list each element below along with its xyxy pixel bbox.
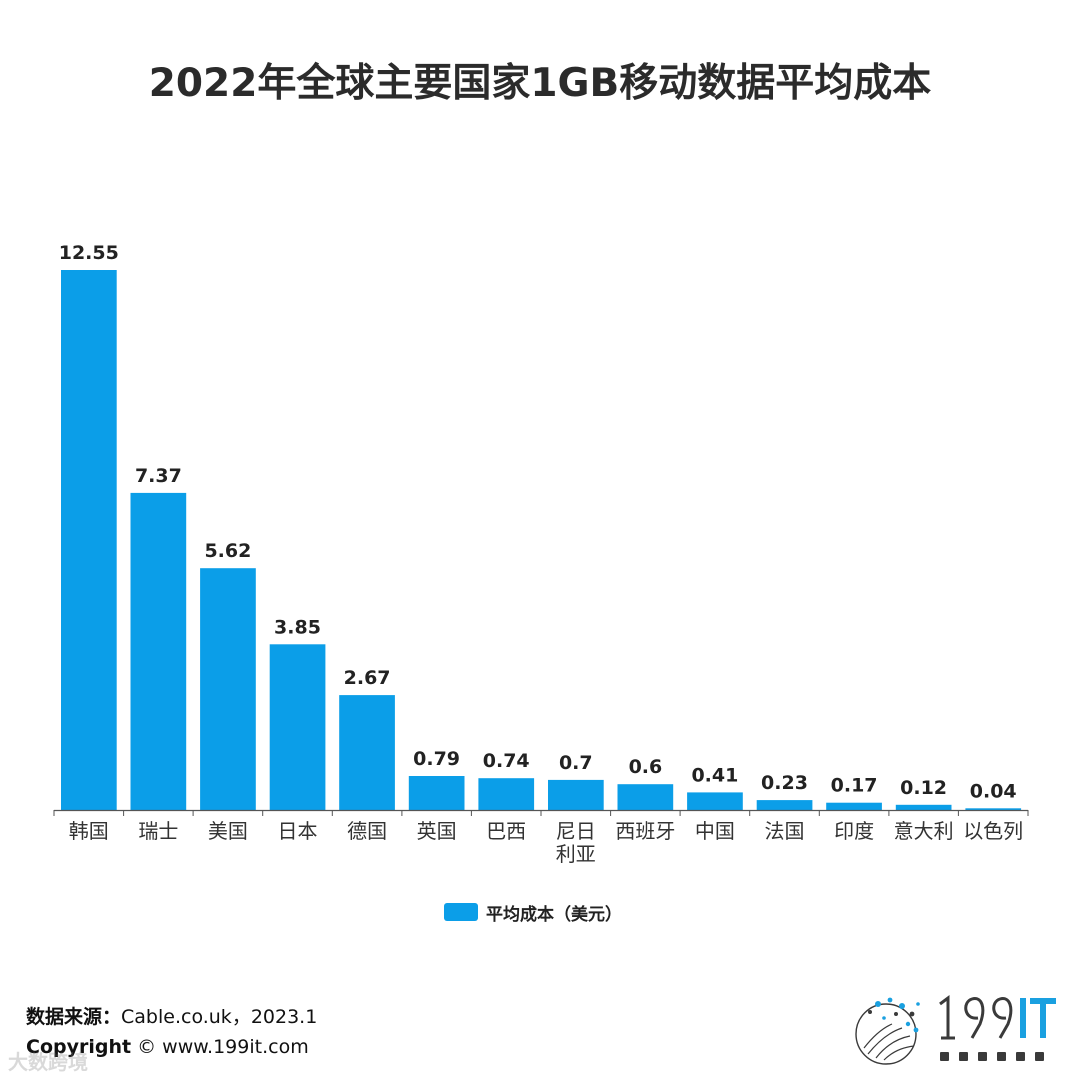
data-label: 0.41 (691, 764, 738, 786)
data-source: 数据来源：Cable.co.uk，2023.1 (26, 1002, 317, 1029)
x-tick-label: 德国 (347, 819, 387, 843)
bar-日本 (269, 644, 326, 810)
x-tick-label: 利亚 (556, 842, 596, 866)
copyright-label: Copyright (26, 1036, 132, 1058)
data-label: 0.17 (831, 775, 878, 797)
data-label: 0.79 (413, 748, 460, 770)
data-label: 12.55 (59, 242, 119, 264)
x-tick-label: 印度 (834, 819, 874, 843)
data-label: 0.7 (559, 752, 593, 774)
bar-chart: 12.55 韩国 7.37 瑞士 5.62 美国 3.85 日本 2.67 德国 0.79 英国 0.7… (53, 242, 1029, 866)
bar-瑞士 (130, 492, 187, 810)
brand-slogan (940, 1052, 1044, 1061)
data-label: 0.12 (900, 777, 947, 799)
legend-swatch (444, 903, 478, 921)
x-tick-label: 韩国 (69, 819, 109, 843)
brand-wordmark (939, 995, 1056, 1040)
bar-尼日利亚 (548, 779, 604, 810)
data-label: 0.23 (761, 772, 808, 794)
data-label: 0.6 (629, 756, 663, 778)
bar-美国 (200, 568, 256, 810)
data-label: 5.62 (204, 540, 251, 562)
data-label: 2.67 (344, 667, 391, 689)
bar-意大利 (895, 804, 952, 810)
bar-中国 (687, 792, 743, 810)
x-tick-label: 美国 (208, 819, 248, 843)
data-label: 0.04 (970, 780, 1017, 802)
website-link[interactable]: www.199it.com (162, 1036, 309, 1058)
x-tick-label: 法国 (765, 819, 805, 843)
x-tick-label: 尼日 (556, 819, 596, 843)
brand-logo (855, 995, 1056, 1065)
watermark: 大数跨境 (8, 1050, 88, 1074)
bar-巴西 (478, 778, 535, 810)
bar-德国 (339, 695, 395, 810)
source-label: 数据来源： (26, 1006, 122, 1028)
copyright-icon: © (137, 1036, 157, 1058)
x-tick-label: 西班牙 (615, 819, 675, 843)
bar-印度 (826, 802, 882, 810)
legend-label: 平均成本（美元） (486, 904, 622, 925)
copyright: Copyright © www.199it.com (26, 1036, 309, 1058)
bar-西班牙 (617, 784, 674, 810)
bar-英国 (408, 776, 465, 810)
x-tick-label: 瑞士 (138, 819, 178, 843)
bar-韩国 (61, 270, 117, 810)
bar-以色列 (965, 808, 1022, 810)
x-tick-label: 意大利 (894, 819, 954, 843)
x-tick-label: 中国 (695, 819, 735, 843)
data-label: 0.74 (483, 750, 530, 772)
bar-法国 (756, 800, 813, 810)
legend: 平均成本（美元） (444, 900, 622, 925)
x-tick-label: 日本 (278, 819, 318, 843)
brand-emblem-icon (855, 997, 920, 1065)
x-tick-label: 英国 (417, 819, 457, 843)
data-label: 3.85 (274, 616, 321, 638)
x-tick-label: 巴西 (486, 819, 526, 843)
data-label: 7.37 (135, 465, 182, 487)
x-tick-label: 以色列 (963, 819, 1023, 843)
chart-title: 2022年全球主要国家1GB移动数据平均成本 (148, 61, 932, 106)
source-value: Cable.co.uk，2023.1 (121, 1006, 318, 1028)
